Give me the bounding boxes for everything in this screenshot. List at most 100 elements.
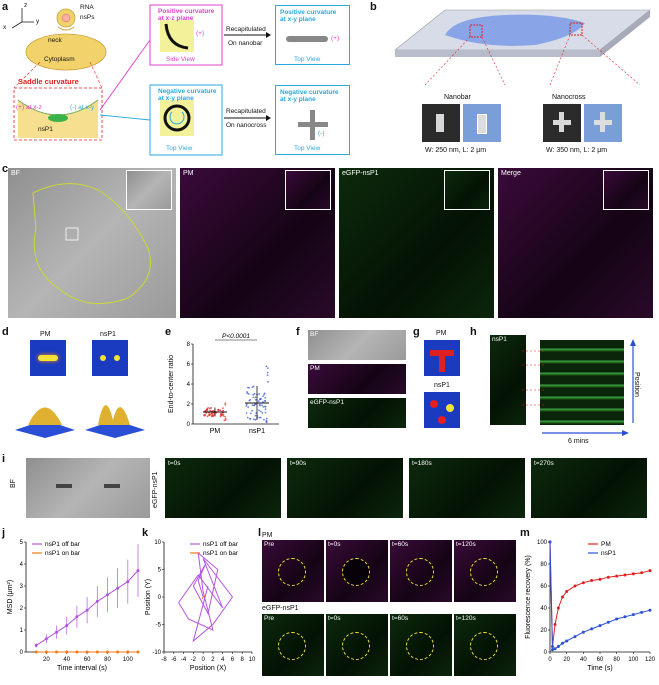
m-xtick-label: 40	[580, 657, 587, 663]
side-view-label: Side View	[166, 56, 195, 63]
e-dot	[246, 416, 249, 419]
nanobar-shape	[286, 36, 328, 42]
i-frame-0-label: t=0s	[168, 460, 181, 467]
m-point	[581, 581, 585, 585]
j-xlabel: Time interval (s)	[57, 665, 107, 672]
pos-xz-label: (+) at x-z	[16, 104, 42, 111]
m-point	[565, 639, 569, 643]
m-ytick-label: 40	[540, 606, 547, 612]
e-dot	[249, 412, 252, 415]
d-nsp1-label: nsP1	[100, 331, 116, 338]
d-pm-heatmap	[30, 340, 66, 376]
e-dot	[264, 411, 267, 414]
e-dot	[247, 406, 250, 409]
g-nsp1-label: nsP1	[434, 382, 450, 389]
i-frame-2-label: t=180s	[412, 460, 432, 467]
nanocross-cartoon	[584, 104, 622, 142]
j-point	[95, 599, 99, 603]
e-dot	[262, 395, 264, 398]
j-ytick-label: 2	[20, 606, 24, 612]
j-point	[65, 650, 69, 654]
nsps-label: nsPs	[80, 14, 95, 21]
g-nsp1-heatmap	[424, 392, 460, 428]
cytoplasm-label: Cytoplasm	[44, 56, 75, 63]
axis-y-label: y	[36, 18, 40, 25]
j-xtick-label: 80	[104, 657, 111, 663]
k-ytick-label: 5	[158, 568, 162, 574]
panel-label-m: m	[520, 527, 530, 539]
k-xtick-label: 10	[249, 657, 256, 663]
e-dot	[254, 414, 257, 417]
e-dot	[247, 393, 250, 395]
nanocross-v	[310, 110, 315, 140]
l-pm-t0-label: t=0s	[328, 541, 341, 548]
e-dot	[219, 415, 222, 418]
l-nsp1-t0-label: t=0s	[328, 615, 341, 622]
l-nsp1-frame-1: t=0s	[326, 614, 388, 676]
e-dot	[204, 409, 207, 412]
k-ytick-label: -5	[156, 623, 162, 629]
nanobar-label: Nanobar	[444, 94, 471, 101]
recap-label-2: Recapitulated	[226, 108, 266, 115]
l-nsp1-t120-label: t=120s	[456, 615, 476, 622]
m-point	[598, 577, 602, 581]
m-xtick-label: 80	[613, 657, 620, 663]
m-point	[573, 584, 577, 588]
c-bf-inset	[126, 170, 172, 210]
i-nsp1-label: eGFP-nsP1	[152, 471, 159, 508]
k-xtick-label: -6	[171, 657, 177, 663]
h-time-label: 6 mins	[568, 438, 589, 445]
pos-xy-box: Positive curvature at x-y plane (+) Top …	[275, 5, 350, 65]
f-pm-label: PM	[310, 365, 320, 372]
c-merge-inset	[603, 170, 649, 210]
j-point	[85, 608, 89, 612]
k-series-line	[178, 551, 234, 643]
c-pm-label: PM	[183, 170, 194, 177]
j-ylabel: MSD (μm²)	[7, 580, 14, 614]
i-bf-label: BF	[10, 479, 17, 488]
e-dot	[208, 407, 211, 410]
h-nsp1-label: nsP1	[492, 336, 507, 343]
m-point	[590, 627, 594, 631]
h-position-arrow	[630, 339, 636, 423]
e-dot	[249, 418, 252, 420]
d-surface-plots	[15, 405, 145, 438]
e-dot	[224, 419, 227, 422]
panel-label-e: e	[165, 326, 172, 338]
i-frame-3: t=270s	[531, 458, 647, 518]
panel-label-l: l	[258, 527, 262, 539]
neg-xy-title-2: Negative curvature at x-y plane	[280, 89, 339, 104]
e-ytick-label: 2	[187, 402, 191, 408]
e-dot	[224, 417, 227, 420]
h-time-arrow	[542, 430, 629, 436]
l-pm-frame-1: t=0s	[326, 540, 388, 602]
c-bf-image: BF	[8, 168, 176, 318]
e-ytick-label: 6	[187, 362, 191, 368]
m-xtick-label: 60	[597, 657, 604, 663]
e-dot	[211, 413, 214, 416]
on-nanocross-label: On nanocross	[226, 122, 267, 129]
axis-z-label: z	[24, 2, 28, 9]
e-dot	[259, 416, 262, 419]
m-point	[631, 572, 635, 576]
j-ytick-label: 5	[20, 540, 24, 546]
e-dot	[257, 400, 260, 402]
axis-x-label: x	[3, 24, 7, 31]
m-point	[623, 573, 627, 577]
j-ytick-label: 3	[20, 584, 24, 590]
e-dot	[265, 365, 268, 368]
c-pm-inset	[285, 170, 331, 210]
m-xtick-label: 20	[563, 657, 570, 663]
nanocross-sem	[543, 104, 581, 142]
m-point	[556, 645, 560, 648]
panel-label-g: g	[413, 326, 420, 338]
e-dot	[210, 415, 213, 417]
k-xtick-label: -4	[181, 657, 187, 663]
panel-label-k: k	[142, 527, 149, 539]
m-point	[561, 595, 564, 599]
m-point	[606, 620, 610, 624]
m-legend-label: nsP1	[601, 550, 616, 557]
panel-label-c: c	[2, 163, 9, 175]
e-dot	[209, 409, 212, 412]
e-dot	[218, 409, 221, 412]
